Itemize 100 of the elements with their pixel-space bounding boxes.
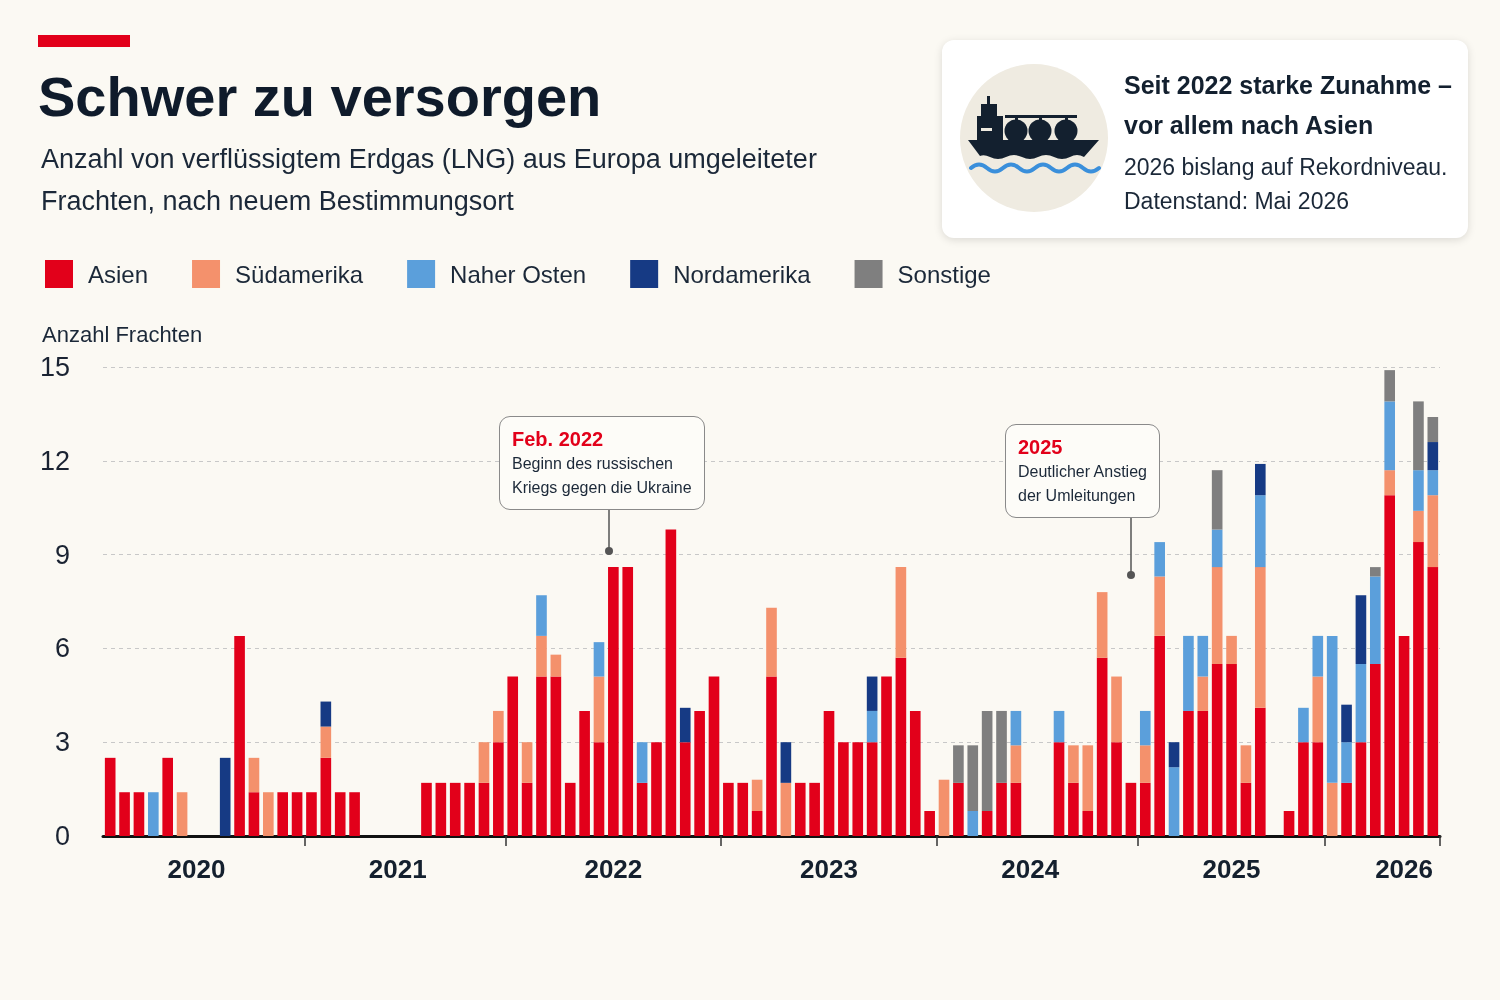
y-tick-label: 3 [54,727,70,758]
x-tick-label: 2025 [1202,854,1261,884]
bar [277,792,289,836]
bar [1096,592,1108,658]
y-tick-label: 9 [54,539,70,570]
bar [550,654,562,677]
bar [967,745,979,811]
bar [536,676,547,836]
bar [1068,782,1079,836]
bar [1125,782,1137,836]
bar [866,676,878,711]
bar [1384,470,1395,496]
bar [1254,495,1266,568]
x-tick-label: 2026 [1375,854,1433,884]
bar [694,710,705,836]
bar [320,757,332,836]
bar [1427,417,1439,443]
bar [1413,470,1424,511]
bar [320,701,332,727]
bar [866,742,878,836]
bar [593,742,605,836]
x-tick-label: 2022 [584,854,643,884]
bar [723,782,734,836]
bar [1168,767,1180,836]
legend-label: Nordamerika [673,260,812,288]
chart-title: Schwer zu versorgen [38,64,602,130]
bar [1326,635,1338,783]
bar [234,635,245,836]
bar [478,782,490,836]
bar [493,742,504,836]
bar [1226,635,1237,665]
y-tick-label: 12 [39,445,70,476]
bar [1139,782,1151,836]
bar [838,742,849,836]
bar [636,742,648,783]
bar [593,642,605,677]
bar [1312,676,1324,743]
bar [1355,742,1367,836]
legend-label: Naher Osten [450,260,587,288]
bar [1369,664,1381,836]
bar [1010,710,1022,746]
bar [1211,567,1223,665]
bar [1427,470,1439,496]
bar [766,676,777,836]
bar [1082,810,1094,836]
bar [320,726,332,758]
bar [1369,576,1381,665]
bar [162,757,174,836]
bar [953,782,964,836]
bar [1211,664,1223,836]
bar [1298,707,1309,743]
bar [1312,742,1324,836]
legend-label: Asien [88,260,149,288]
bar [1240,745,1252,783]
text: Seit 2022 starke Zunahme – vor allem nach Asien [1124,70,1452,141]
bar [981,710,993,811]
bar [1341,742,1352,783]
legend-label: Sonstige [897,260,991,288]
bar [248,792,260,836]
bar [550,676,562,836]
bar [521,782,533,836]
bar [794,782,806,836]
bar [1298,742,1309,836]
bar [1384,495,1395,836]
bar [1211,470,1223,530]
bar [1240,782,1252,836]
text: Datenstand: Mai 2026 [1124,187,1351,216]
bar [507,676,519,836]
bar [349,792,360,836]
bar [1427,442,1439,471]
bar [1154,635,1165,836]
bar [248,757,260,793]
bar [981,810,993,836]
bar [665,529,677,836]
bar [780,742,792,783]
bar [636,782,648,836]
bar [751,779,763,811]
bar [1010,745,1022,783]
bar [1384,370,1395,402]
bar [1413,401,1424,471]
bar [1254,707,1266,836]
bar [536,595,547,636]
bar [1082,745,1094,811]
bar [176,792,188,836]
chart-subtitle: Anzahl von verflüssigtem Erdgas (LNG) aus Europa umgeleiteter Frachten, nach neuem Bestimmungsort [41,143,817,218]
bar [938,779,950,836]
bar [1427,567,1439,836]
bar [751,810,763,836]
bar [608,567,619,836]
bar [1111,676,1122,743]
bar [909,710,921,836]
bar [1326,782,1338,836]
bar [435,782,447,836]
bar [1111,742,1122,836]
bar [133,792,145,836]
bar [148,792,159,836]
bar [464,782,475,836]
bar [679,707,691,743]
bar [1211,529,1223,568]
bar [1168,742,1180,768]
